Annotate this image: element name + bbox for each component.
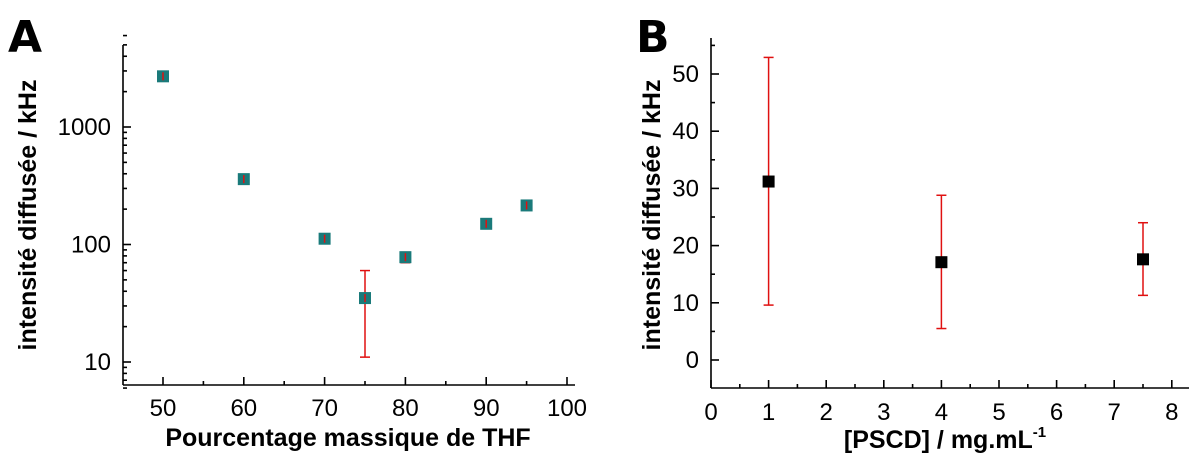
chart-a-y-axis-title: intensité diffusée / kHz: [14, 80, 42, 351]
chart-b-x-tick-label: 0: [704, 399, 717, 426]
chart-b-x-tick-label: 1: [762, 399, 775, 426]
chart-a-y-tick-label: 1000: [58, 114, 111, 141]
chart-a-ticks: 10 100 1000 50 60 70 80 90 100: [58, 34, 587, 422]
chart-a: A 10 100 1000 50 60 70 80 90 100 Pourcentage mas…: [8, 12, 587, 452]
chart-a-x-tick-label: 90: [473, 395, 500, 422]
chart-a-marks: [157, 70, 533, 358]
chart-a-x-tick-label: 60: [230, 395, 257, 422]
chart-b-x-tick-label: 3: [877, 399, 890, 426]
chart-a-x-tick-label: 100: [547, 395, 587, 422]
chart-a-x-tick-label: 80: [392, 395, 419, 422]
chart-b-x-axis-title-sup: -1: [1033, 424, 1046, 441]
chart-b-y-tick-label: 20: [672, 233, 699, 260]
chart-a-y-tick-label: 10: [84, 349, 111, 376]
chart-a-x-tick-label: 50: [150, 395, 177, 422]
chart-b-x-tick-label: 7: [1108, 399, 1121, 426]
panel-letter-a: A: [8, 12, 42, 63]
chart-a-x-tick-label: 70: [311, 395, 338, 422]
chart-b-axes: [710, 38, 1189, 389]
chart-b-x-tick-label: 4: [935, 399, 948, 426]
chart-a-y-tick-label: 100: [71, 232, 111, 259]
chart-b-x-axis-title-main: [PSCD] / mg.mL: [844, 426, 1033, 454]
chart-b-y-tick-label: 40: [672, 118, 699, 145]
chart-b-y-tick-label: 0: [686, 347, 699, 374]
chart-b-y-tick-label: 50: [672, 61, 699, 88]
chart-b-x-tick-label: 6: [1050, 399, 1063, 426]
chart-b-y-axis-title: intensité diffusée / kHz: [638, 80, 666, 351]
chart-b-y-tick-label: 10: [672, 290, 699, 317]
chart-b-y-tick-label: 30: [672, 175, 699, 202]
chart-b-data-point: [1137, 253, 1149, 266]
chart-b-x-axis-title: [PSCD] / mg.mL-1: [844, 424, 1046, 454]
chart-b-marks: [762, 56, 1149, 330]
chart-b-data-point: [935, 256, 948, 269]
chart-a-axes: [122, 45, 575, 386]
chart-b-data-point: [762, 175, 775, 188]
chart-b-x-tick-label: 2: [820, 399, 833, 426]
chart-b-ticks: 0 10 20 30 40 50 0 1 2 3 4 5 6 7 8: [672, 44, 1178, 426]
chart-b-x-tick-label: 8: [1165, 399, 1178, 426]
chart-a-x-axis-title: Pourcentage massique de THF: [165, 424, 530, 452]
chart-b-x-tick-label: 5: [992, 399, 1005, 426]
panel-letter-b: B: [636, 12, 670, 63]
